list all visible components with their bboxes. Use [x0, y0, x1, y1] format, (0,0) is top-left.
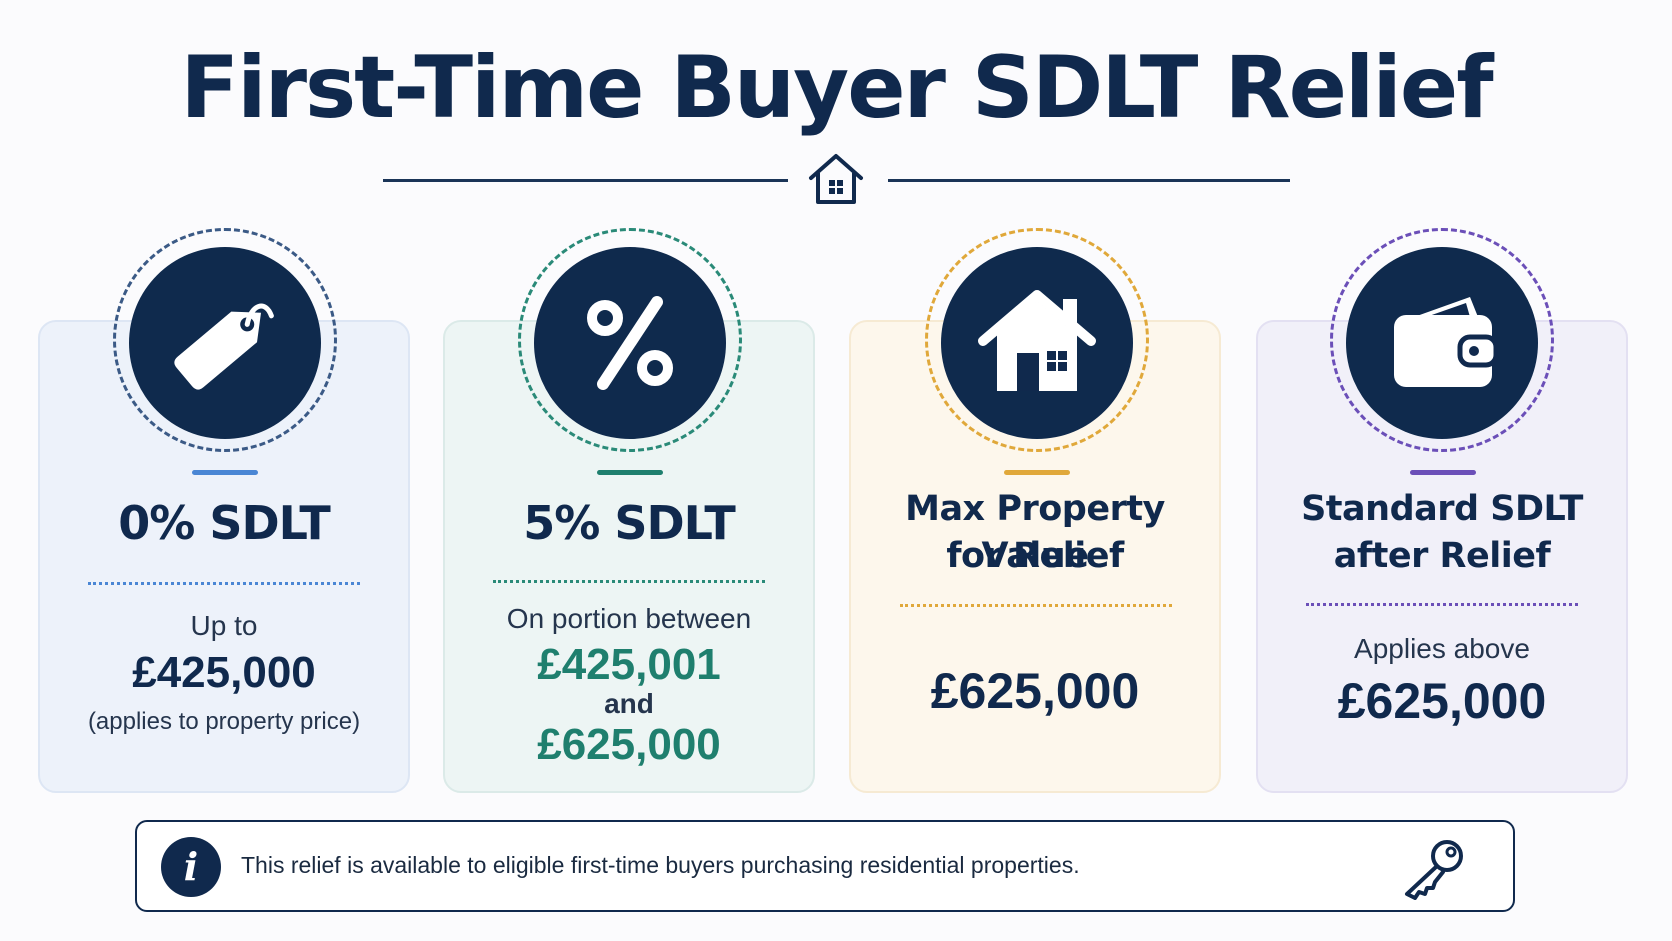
title-divider-right — [888, 179, 1290, 182]
accent-bar — [1004, 470, 1070, 475]
card-amount: £425,000 — [132, 648, 316, 697]
card-heading: 5% SDLT — [523, 496, 736, 550]
card-heading-line2: after Relief — [1333, 536, 1551, 576]
card-amount: £625,000 — [930, 663, 1140, 719]
card-text: Up to — [190, 610, 258, 641]
icon-badge — [941, 247, 1133, 439]
wallet-icon — [1394, 297, 1499, 387]
dotted-separator — [493, 580, 765, 583]
dotted-separator — [900, 604, 1172, 607]
dotted-separator — [1306, 603, 1578, 606]
page-title: First-Time Buyer SDLT Relief — [180, 38, 1493, 138]
card-heading-line1: Standard SDLT — [1301, 489, 1583, 529]
icon-badge — [534, 247, 726, 439]
key-icon — [1405, 840, 1463, 900]
card-standard-sdlt — [1256, 320, 1628, 793]
title-divider-left — [383, 179, 788, 182]
accent-bar — [192, 470, 258, 475]
card-joiner: and — [604, 688, 654, 719]
info-icon: i — [161, 837, 221, 897]
icon-badge — [1346, 247, 1538, 439]
card-text: Applies above — [1354, 633, 1530, 664]
card-text: On portion between — [506, 603, 752, 634]
dotted-separator — [88, 582, 360, 585]
info-banner: i This relief is available to eligible f… — [135, 820, 1515, 912]
card-amount-to: £625,000 — [537, 720, 721, 769]
accent-bar — [597, 470, 663, 475]
percent-icon — [587, 296, 673, 390]
card-note: (applies to property price) — [87, 708, 361, 735]
house-icon — [978, 290, 1096, 391]
house-outline-icon — [809, 154, 863, 204]
card-heading: 0% SDLT — [118, 496, 331, 550]
icon-ring — [925, 228, 1149, 452]
icon-ring — [113, 228, 337, 452]
card-heading-line2: for Relief — [946, 536, 1124, 576]
price-tag-icon — [174, 303, 274, 390]
icon-ring — [1330, 228, 1554, 452]
info-text: This relief is available to eligible fir… — [241, 852, 1080, 878]
card-amount: £625,000 — [1337, 673, 1547, 729]
card-amount-from: £425,001 — [537, 640, 721, 689]
accent-bar — [1410, 470, 1476, 475]
card-heading-line1: Max Property Value — [905, 489, 1165, 576]
icon-badge — [129, 247, 321, 439]
icon-ring — [518, 228, 742, 452]
